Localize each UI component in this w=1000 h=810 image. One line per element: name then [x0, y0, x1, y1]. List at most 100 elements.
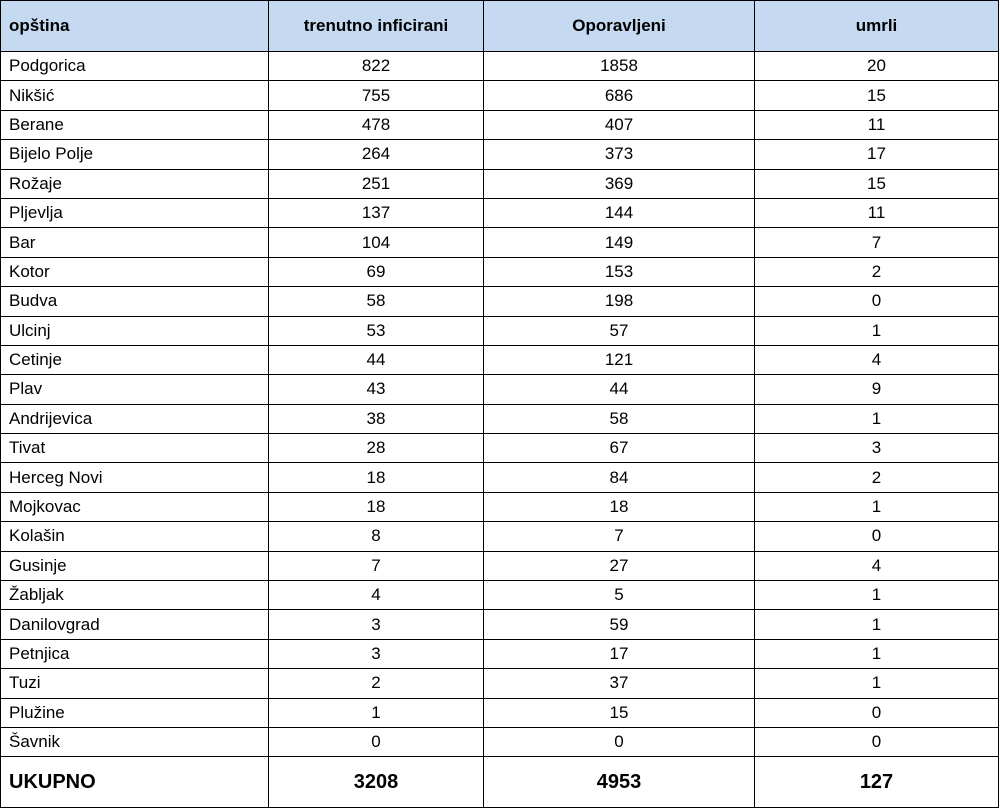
cell: 0: [754, 697, 999, 728]
cell: 121: [483, 344, 755, 376]
data-row: Pljevlja 137 144 11: [0, 197, 999, 229]
cell: 0: [754, 726, 999, 758]
cell: 15: [483, 697, 755, 728]
row-label: Pljevlja: [0, 197, 269, 229]
cell: 264: [268, 139, 484, 170]
data-row: Bijelo Polje 264 373 17: [0, 139, 999, 170]
cell: 84: [483, 462, 755, 493]
row-label: Cetinje: [0, 344, 269, 376]
cell: 127: [754, 756, 999, 809]
cell: 9: [754, 374, 999, 405]
row-label: opština: [0, 0, 269, 52]
cell: 17: [754, 139, 999, 170]
cell: 18: [483, 491, 755, 523]
cell: 7: [268, 550, 484, 582]
cell: 3: [268, 609, 484, 640]
cell: 0: [754, 521, 999, 552]
cell: 3: [754, 433, 999, 464]
cell: 478: [268, 109, 484, 141]
data-row: Tuzi 2 37 1: [0, 668, 999, 699]
data-row: Ulcinj 53 57 1: [0, 315, 999, 346]
total-row: UKUPNO 3208 4953 127: [0, 756, 999, 809]
data-row: Bar 104 149 7: [0, 227, 999, 258]
data-row: Nikšić 755 686 15: [0, 80, 999, 111]
cell: 4953: [483, 756, 755, 809]
data-row: Cetinje 44 121 4: [0, 344, 999, 376]
row-label: Žabljak: [0, 580, 269, 611]
data-row: Podgorica 822 1858 20: [0, 50, 999, 82]
cell: 149: [483, 227, 755, 258]
data-row: Plav 43 44 9: [0, 374, 999, 405]
cell: 373: [483, 139, 755, 170]
header-row: opština trenutno inficirani Oporavljeni umr…: [0, 0, 999, 52]
row-label: Kolašin: [0, 521, 269, 552]
cell: 69: [268, 256, 484, 288]
cell: 2: [268, 668, 484, 699]
cell: 3: [268, 638, 484, 670]
cell: 755: [268, 80, 484, 111]
row-label: Tuzi: [0, 668, 269, 699]
cell: 1: [754, 315, 999, 346]
cell: 59: [483, 609, 755, 640]
cell: 153: [483, 256, 755, 288]
cell: 67: [483, 433, 755, 464]
cell: Oporavljeni: [483, 0, 755, 52]
cell: 11: [754, 197, 999, 229]
cell: 3208: [268, 756, 484, 809]
row-label: Plužine: [0, 697, 269, 728]
cell: 7: [754, 227, 999, 258]
row-label: Gusinje: [0, 550, 269, 582]
row-label: Petnjica: [0, 638, 269, 670]
cell: umrli: [754, 0, 999, 52]
data-row: Mojkovac 18 18 1: [0, 491, 999, 523]
row-label: Tivat: [0, 433, 269, 464]
cell: 1: [754, 609, 999, 640]
row-label: Šavnik: [0, 726, 269, 758]
cell: 7: [483, 521, 755, 552]
row-label: Plav: [0, 374, 269, 405]
cell: 4: [754, 550, 999, 582]
cell: 251: [268, 168, 484, 199]
cell: 0: [754, 286, 999, 317]
cell: 20: [754, 50, 999, 82]
cell: 4: [754, 344, 999, 376]
cell: 38: [268, 403, 484, 435]
cell: 4: [268, 580, 484, 611]
data-row: Plužine 1 15 0: [0, 697, 999, 728]
cell: 0: [483, 726, 755, 758]
cell: 104: [268, 227, 484, 258]
row-label: Ulcinj: [0, 315, 269, 346]
cell: 18: [268, 491, 484, 523]
cell: 198: [483, 286, 755, 317]
cell: 44: [483, 374, 755, 405]
row-label: Mojkovac: [0, 491, 269, 523]
cell: 407: [483, 109, 755, 141]
cell: 5: [483, 580, 755, 611]
data-row: Gusinje 7 27 4: [0, 550, 999, 582]
row-label: Budva: [0, 286, 269, 317]
cell: 15: [754, 168, 999, 199]
cell: 1: [268, 697, 484, 728]
data-row: Andrijevica 38 58 1: [0, 403, 999, 435]
row-label: Bar: [0, 227, 269, 258]
data-row: Danilovgrad 3 59 1: [0, 609, 999, 640]
cell: trenutno inficirani: [268, 0, 484, 52]
data-row: Kolašin 8 7 0: [0, 521, 999, 552]
cell: 2: [754, 462, 999, 493]
cell: 28: [268, 433, 484, 464]
cell: 822: [268, 50, 484, 82]
cell: 57: [483, 315, 755, 346]
data-row: Šavnik 0 0 0: [0, 726, 999, 758]
row-label: Rožaje: [0, 168, 269, 199]
cell: 18: [268, 462, 484, 493]
cell: 37: [483, 668, 755, 699]
row-label: Nikšić: [0, 80, 269, 111]
row-label: Danilovgrad: [0, 609, 269, 640]
data-row: Tivat 28 67 3: [0, 433, 999, 464]
cell: 1858: [483, 50, 755, 82]
cell: 1: [754, 638, 999, 670]
cell: 8: [268, 521, 484, 552]
data-row: Kotor 69 153 2: [0, 256, 999, 288]
